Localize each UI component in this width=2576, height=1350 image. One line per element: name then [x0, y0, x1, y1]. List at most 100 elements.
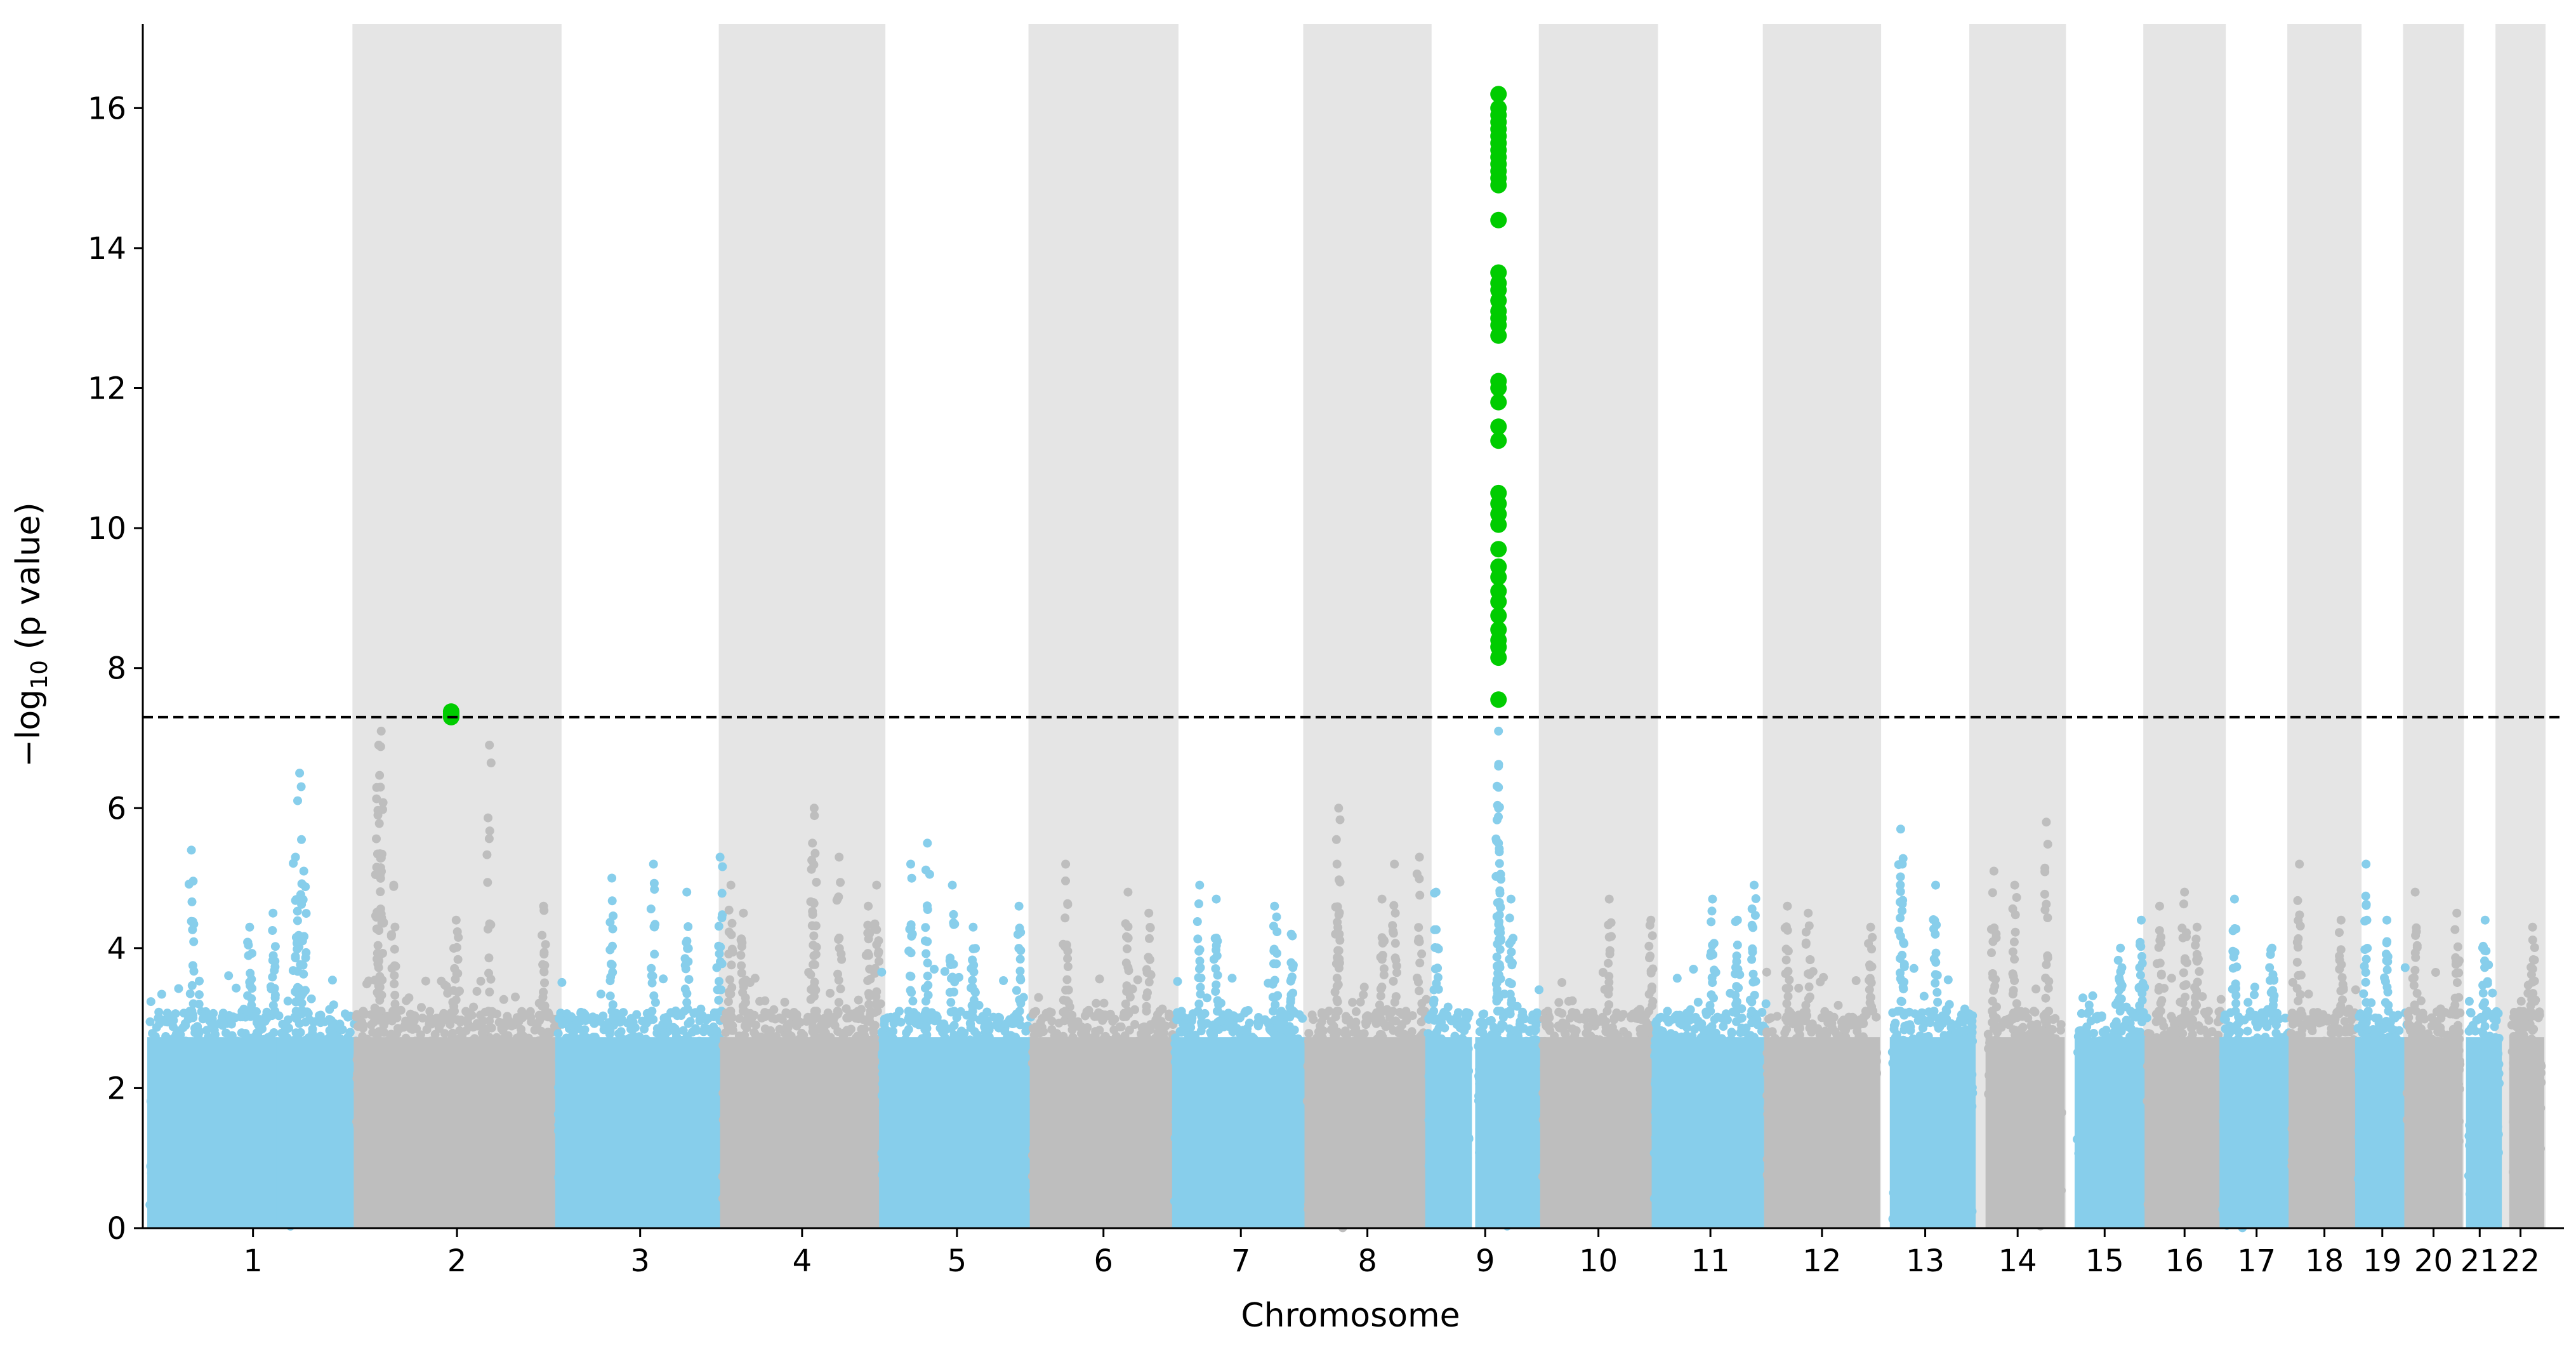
data-point: [906, 948, 916, 958]
data-point: [921, 949, 931, 958]
data-point: [833, 1007, 842, 1016]
data-point: [940, 967, 949, 976]
data-point: [379, 1021, 388, 1030]
data-point: [1063, 962, 1073, 971]
data-point: [725, 1016, 735, 1025]
data-point: [359, 1023, 367, 1033]
data-point: [187, 845, 196, 855]
data-point: [281, 1024, 290, 1034]
data-point: [810, 1007, 819, 1016]
data-point: [650, 950, 659, 959]
data-point: [714, 995, 723, 1005]
data-point: [984, 1019, 993, 1029]
data-point: [695, 1016, 704, 1026]
data-point: [390, 979, 399, 989]
data-point: [797, 1028, 806, 1038]
data-point: [723, 997, 733, 1007]
data-point: [1173, 977, 1182, 986]
data-point: [727, 960, 736, 970]
data-point: [806, 970, 816, 979]
data-point: [553, 1029, 563, 1038]
data-point: [908, 996, 918, 1006]
data-point: [725, 975, 734, 984]
data-point: [680, 954, 690, 963]
data-point: [861, 951, 871, 960]
data-point: [682, 887, 692, 897]
data-point: [217, 1012, 227, 1022]
data-point: [187, 1007, 197, 1016]
data-point: [569, 1028, 578, 1038]
data-point: [808, 907, 817, 916]
data-point: [485, 1016, 494, 1026]
data-point: [485, 741, 494, 750]
data-point: [1063, 900, 1073, 910]
data-point: [461, 1026, 471, 1035]
data-point: [291, 852, 300, 862]
data-point: [484, 1007, 493, 1016]
data-point: [486, 758, 496, 767]
data-point: [485, 988, 494, 996]
data-point: [476, 976, 485, 986]
data-point: [1142, 1002, 1151, 1011]
data-point: [836, 984, 845, 993]
data-point: [539, 901, 548, 911]
data-point: [316, 1010, 326, 1020]
data-point: [715, 852, 725, 862]
data-point: [930, 965, 939, 974]
data-point: [1211, 964, 1220, 974]
data-point: [1184, 1014, 1194, 1023]
data-point: [923, 971, 932, 981]
data-point: [1192, 917, 1202, 926]
data-point: [396, 1005, 406, 1015]
data-point: [684, 922, 693, 931]
data-point: [146, 997, 155, 1007]
data-point: [327, 1028, 337, 1038]
data-point: [911, 1012, 920, 1022]
data-point: [649, 991, 659, 1000]
data-point: [1212, 934, 1221, 943]
data-point: [596, 989, 605, 999]
data-point: [946, 953, 955, 963]
data-point: [806, 995, 816, 1004]
data-point: [923, 838, 932, 848]
data-point: [835, 944, 844, 953]
data-point: [232, 983, 241, 993]
data-point: [1215, 1016, 1224, 1026]
data-point: [701, 1016, 711, 1024]
data-point: [235, 1012, 245, 1022]
data-point: [726, 1007, 736, 1016]
data-point: [863, 920, 873, 930]
data-point: [1015, 967, 1025, 976]
data-point: [184, 880, 194, 889]
data-point: [684, 975, 694, 984]
data-point: [293, 916, 302, 925]
data-point: [969, 995, 979, 1005]
data-point: [809, 941, 818, 950]
data-point: [946, 998, 956, 1007]
data-point: [717, 889, 727, 898]
data-point: [736, 951, 746, 960]
data-point: [373, 811, 383, 820]
data-point: [187, 981, 197, 990]
data-point: [291, 1007, 301, 1016]
data-point: [714, 922, 723, 931]
data-point: [301, 882, 310, 892]
chromosome-5-points: [877, 838, 1036, 1228]
data-point: [375, 995, 385, 1005]
data-point: [864, 934, 873, 944]
data-point: [680, 984, 690, 994]
data-point: [923, 901, 932, 911]
data-point: [921, 923, 930, 932]
point-density-fill: [353, 1037, 560, 1228]
point-density-fill: [720, 1037, 885, 1228]
data-point: [296, 1028, 305, 1037]
data-point: [541, 940, 550, 950]
data-point: [1279, 1020, 1288, 1029]
data-point: [376, 726, 386, 736]
data-point: [865, 964, 875, 974]
data-point: [717, 913, 727, 923]
data-point: [834, 998, 843, 1007]
data-point: [168, 1022, 178, 1031]
data-point: [724, 905, 734, 915]
data-point: [359, 1007, 368, 1016]
